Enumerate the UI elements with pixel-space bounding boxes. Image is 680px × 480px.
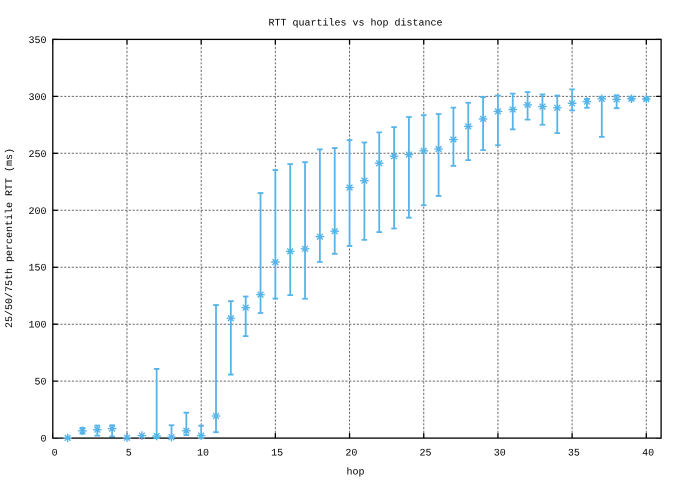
svg-text:35: 35 [568,449,580,460]
svg-text:150: 150 [28,264,46,275]
svg-text:40: 40 [642,449,654,460]
svg-text:350: 350 [28,36,46,47]
svg-text:250: 250 [28,150,46,161]
svg-text:0: 0 [52,449,58,460]
svg-text:RTT quartiles vs hop distance: RTT quartiles vs hop distance [268,18,442,30]
svg-text:20: 20 [345,449,357,460]
svg-text:50: 50 [34,378,46,389]
svg-text:5: 5 [126,449,132,460]
svg-text:15: 15 [271,449,283,460]
svg-text:hop: hop [346,467,364,479]
svg-text:25: 25 [420,449,432,460]
svg-text:200: 200 [28,207,46,218]
svg-text:0: 0 [40,435,46,446]
svg-text:300: 300 [28,93,46,104]
svg-text:10: 10 [197,449,209,460]
svg-text:30: 30 [494,449,506,460]
svg-text:100: 100 [28,321,46,332]
svg-text:25/50/75th percentile RTT (ms): 25/50/75th percentile RTT (ms) [4,148,16,328]
